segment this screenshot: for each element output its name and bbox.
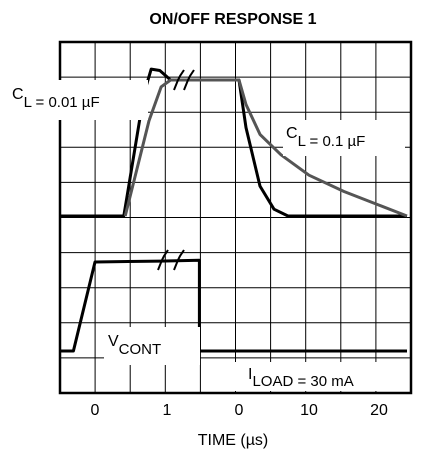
x-tick-label: 20 [370, 402, 388, 419]
x-tick-labels: 0 1 0 10 20 [91, 402, 388, 419]
annotation-cl-001-sub: L = 0.01 µF [24, 94, 100, 111]
svg-text:ILOAD = 30 mA: ILOAD = 30 mA [248, 366, 354, 390]
annotation-cl-01-sub: L = 0.1 µF [298, 133, 366, 150]
annotation-vcont: VCONT [104, 327, 200, 365]
axis-break-mark [173, 249, 185, 271]
x-tick-label: 0 [91, 402, 100, 419]
annotation-vcont-main: V [108, 333, 119, 350]
annotation-cl-01: CL = 0.1 µF [283, 120, 405, 156]
annotation-cl-01-main: C [286, 125, 298, 142]
x-tick-label: 10 [300, 402, 318, 419]
annotation-iload-main: I [248, 366, 252, 383]
annotation-cl-001: CL = 0.01 µF [8, 80, 148, 120]
chart-title: ON/OFF RESPONSE 1 [149, 11, 316, 28]
svg-text:VCONT: VCONT [108, 333, 161, 358]
annotation-vcont-sub: CONT [119, 341, 162, 358]
svg-text:CL = 0.01 µF: CL = 0.01 µF [12, 86, 100, 111]
annotation-iload: ILOAD = 30 mA [231, 362, 406, 391]
x-axis-label: TIME (µs) [198, 432, 269, 449]
x-tick-label: 0 [235, 402, 244, 419]
annotation-cl-001-main: C [12, 86, 24, 103]
axis-break-mark [157, 249, 169, 271]
svg-text:CL = 0.1 µF: CL = 0.1 µF [286, 125, 365, 150]
axis-break-mark [183, 69, 195, 91]
series-cl-01 [123, 78, 408, 218]
axis-break-mark [173, 69, 185, 91]
annotation-iload-sub: LOAD = 30 mA [252, 373, 353, 390]
x-tick-label: 1 [163, 402, 172, 419]
axis-break-marks [157, 69, 195, 271]
